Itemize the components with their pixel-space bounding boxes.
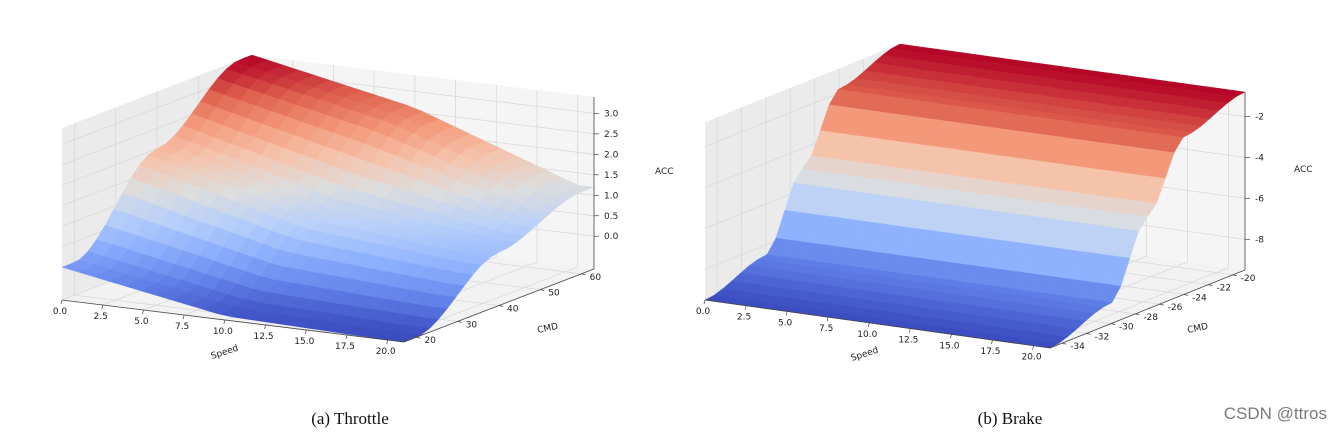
x-tick-mark (1032, 345, 1034, 350)
y-tick-mark (1110, 323, 1116, 325)
y-tick-mark (416, 336, 421, 339)
z-tick-label: -6 (1255, 194, 1264, 204)
caption-brake: (b) Brake (978, 409, 1043, 428)
z-tick-label: -2 (1255, 113, 1264, 123)
y-tick-label: -26 (1168, 303, 1183, 313)
x-tick-label: 2.5 (737, 313, 751, 323)
x-tick-label: 20.0 (376, 347, 396, 357)
x-tick-label: 17.5 (980, 347, 1000, 357)
y-tick-label: -34 (1070, 342, 1085, 352)
x-tick-mark (142, 309, 144, 315)
y-tick-mark (1183, 294, 1189, 296)
y-tick-label: 40 (507, 305, 519, 315)
y-tick-mark (498, 305, 504, 307)
z-tick-label: 1.5 (604, 171, 618, 181)
x-axis-label: Speed (850, 346, 880, 364)
y-axis-label: CMD (1187, 322, 1210, 336)
x-tick-label: 2.5 (94, 312, 108, 322)
x-tick-mark (991, 339, 993, 345)
x-tick-mark (345, 334, 348, 340)
x-tick-mark (304, 329, 307, 335)
watermark: CSDN @ttros (1223, 404, 1327, 423)
z-tick-label: 2.0 (604, 150, 619, 160)
x-tick-mark (867, 322, 870, 327)
x-tick-mark (223, 319, 226, 325)
x-tick-mark (264, 324, 266, 330)
x-tick-label: 5.0 (134, 317, 149, 327)
x-axis-label: Speed (210, 344, 240, 362)
x-tick-label: 10.0 (213, 327, 233, 337)
y-tick-mark (457, 321, 462, 323)
y-tick-label: -30 (1119, 323, 1134, 333)
throttle-surface-plot: 0.0 2.5 5.0 7.5 10.0 12.5 15.0 17.5 20.0 20 30 40 50… (53, 54, 674, 428)
y-tick-label: -28 (1143, 313, 1158, 323)
x-tick-label: 5.0 (778, 318, 793, 328)
y-tick-label: 20 (424, 336, 436, 346)
y-tick-mark (1062, 342, 1067, 345)
z-tick-label: 3.0 (604, 109, 619, 119)
x-tick-label: 20.0 (1022, 353, 1042, 363)
z-tick-label: 0.5 (604, 212, 618, 222)
tick-labels: 0.0 2.5 5.0 7.5 10.0 12.5 15.0 17.5 20.0 20 30 40 50… (53, 109, 619, 357)
y-tick-label: 60 (590, 273, 602, 283)
surface-mesh (61, 54, 595, 343)
gridline (1033, 89, 1229, 347)
x-tick-mark (101, 304, 104, 310)
y-tick-mark (1232, 274, 1237, 277)
y-tick-mark (581, 273, 586, 276)
x-tick-label: 17.5 (335, 342, 355, 352)
x-tick-mark (826, 317, 829, 322)
x-tick-label: 10.0 (857, 330, 877, 340)
y-tick-label: -20 (1241, 274, 1256, 284)
surface-patch (61, 263, 87, 273)
x-tick-label: 0.0 (696, 307, 711, 317)
z-tick-label: -4 (1255, 153, 1264, 163)
y-tick-label: -24 (1192, 293, 1207, 303)
y-tick-mark (1086, 333, 1091, 335)
x-tick-mark (703, 299, 706, 305)
z-tick-label: 0.0 (604, 232, 619, 242)
z-axis-label: ACC (655, 167, 674, 177)
x-tick-label: 7.5 (819, 324, 833, 334)
y-tick-mark (1159, 303, 1164, 306)
x-tick-label: 15.0 (939, 341, 959, 351)
surface-mesh (704, 43, 1246, 349)
x-tick-mark (182, 314, 185, 320)
y-tick-label: 50 (548, 289, 560, 299)
y-tick-mark (1208, 284, 1213, 286)
x-tick-mark (785, 311, 788, 316)
brake-surface-plot: 0.0 2.5 5.0 7.5 10.0 12.5 15.0 17.5 20.0 -34 -32 -3… (696, 43, 1313, 428)
x-tick-mark (909, 328, 911, 333)
z-axis-label: ACC (1294, 165, 1313, 175)
y-axis-label: CMD (537, 322, 560, 336)
x-tick-mark (386, 339, 389, 345)
y-tick-label: -22 (1216, 284, 1231, 294)
tick-labels: 0.0 2.5 5.0 7.5 10.0 12.5 15.0 17.5 20.0 -34 -32 -3… (696, 113, 1264, 363)
y-tick-label: 30 (466, 320, 478, 330)
y-axis-line (1049, 269, 1246, 349)
x-tick-label: 12.5 (254, 332, 274, 342)
x-tick-label: 0.0 (53, 307, 68, 317)
y-tick-label: -32 (1095, 332, 1110, 342)
z-tick-label: 1.0 (604, 191, 619, 201)
y-tick-mark (1135, 313, 1140, 316)
x-tick-mark (950, 334, 952, 339)
x-tick-label: 12.5 (898, 336, 918, 346)
y-tick-mark (540, 289, 545, 291)
x-tick-mark (60, 299, 63, 305)
z-tick-label: -8 (1255, 235, 1264, 245)
x-tick-label: 15.0 (294, 337, 314, 347)
z-tick-label: 2.5 (604, 130, 618, 140)
x-tick-label: 7.5 (175, 322, 189, 332)
caption-throttle: (a) Throttle (311, 409, 389, 428)
x-tick-mark (744, 305, 747, 310)
